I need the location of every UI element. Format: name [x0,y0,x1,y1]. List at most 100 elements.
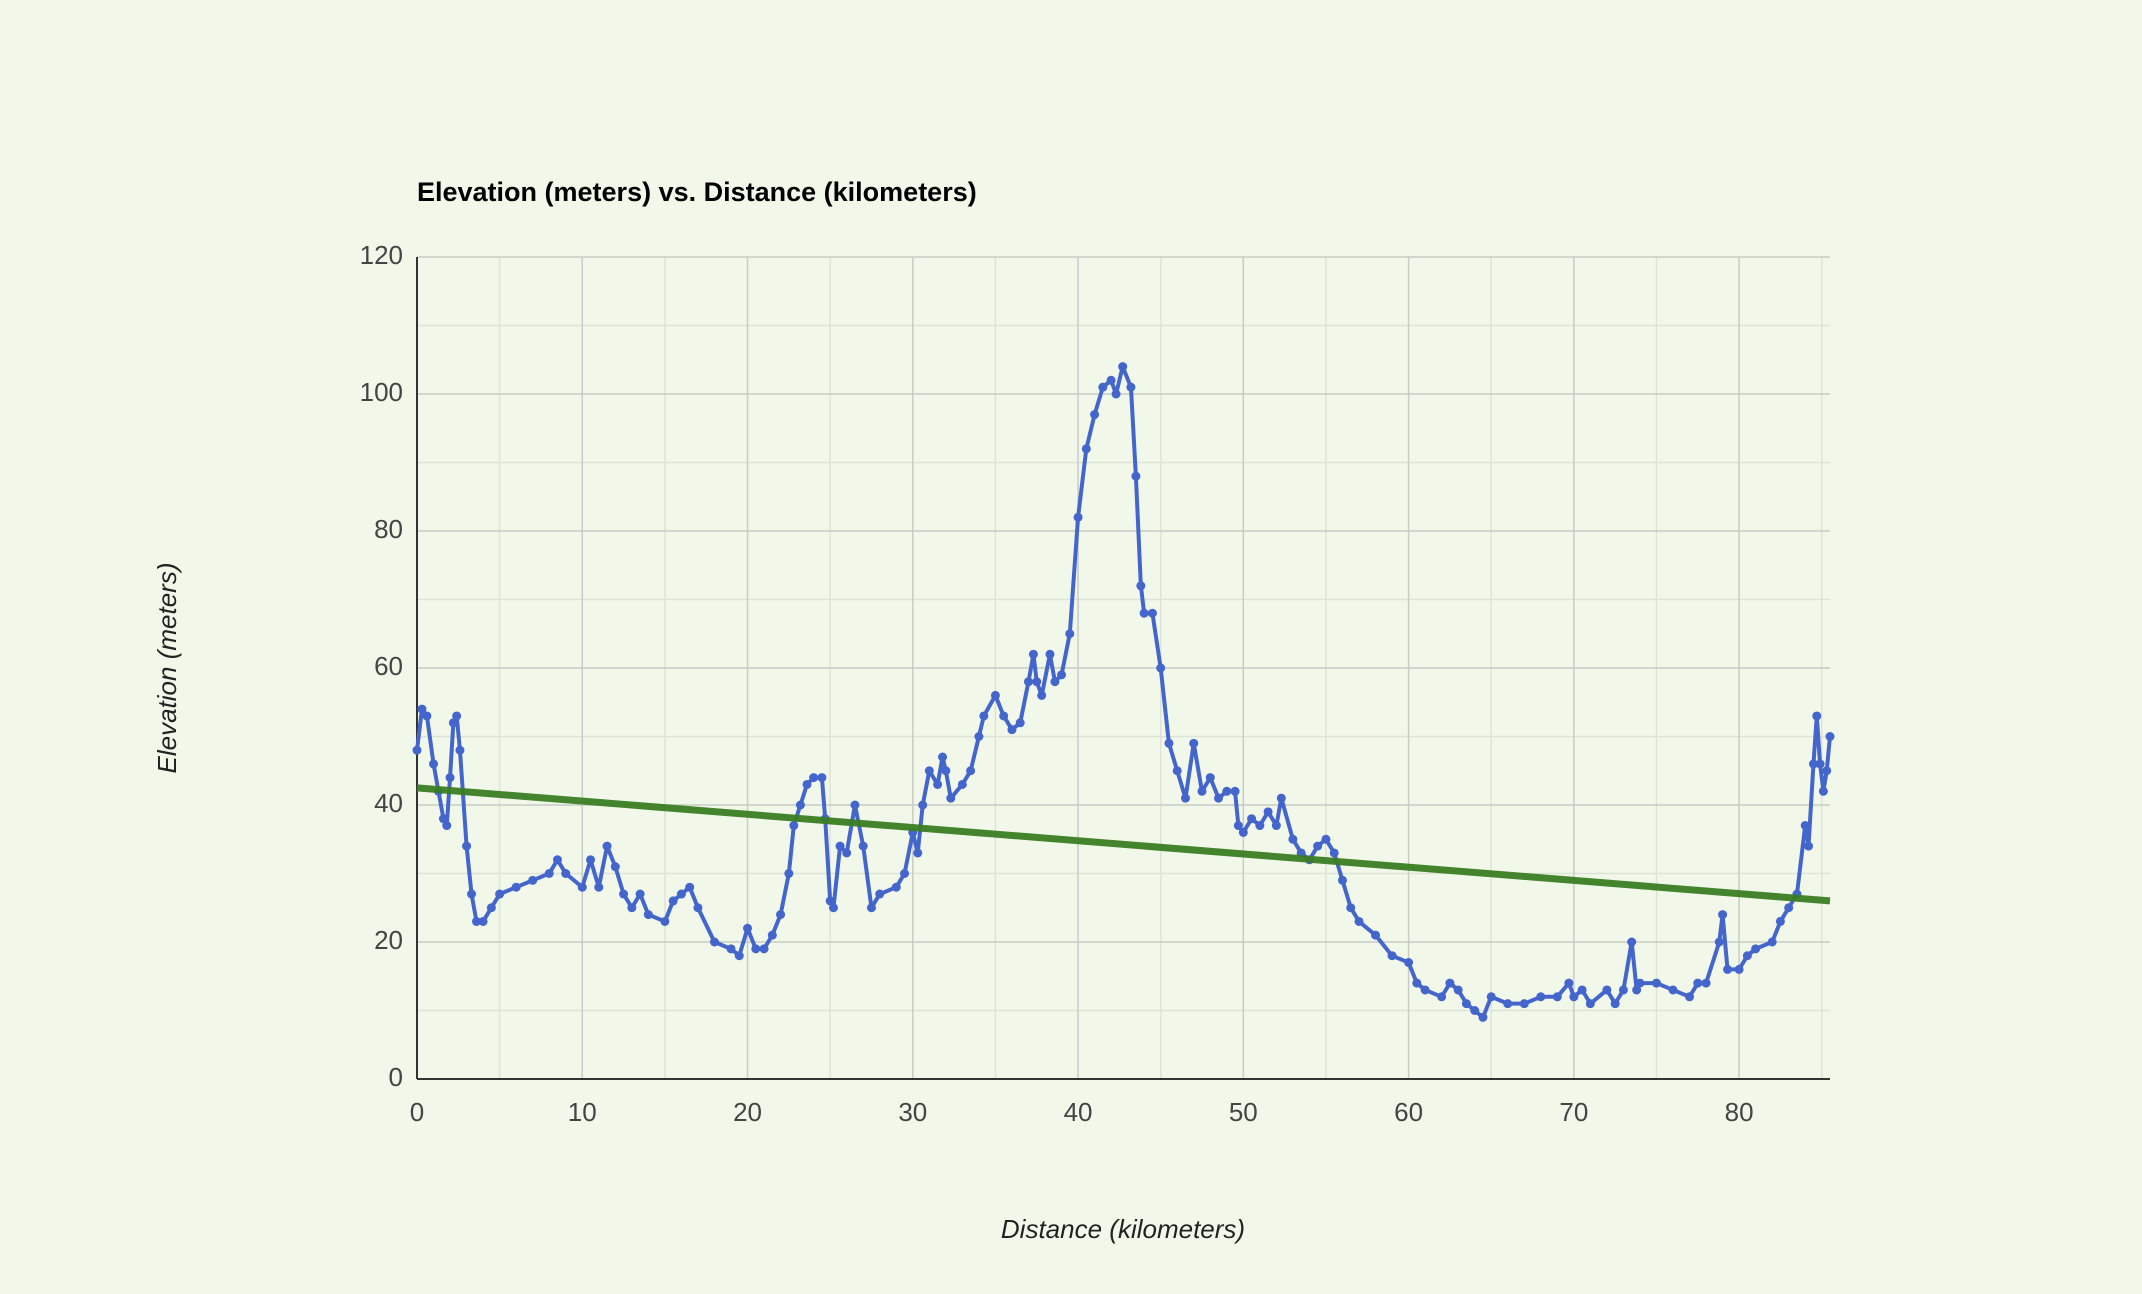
data-point [1288,834,1298,844]
data-point [467,889,477,899]
data-point [924,766,934,776]
data-point [1775,916,1785,926]
data-point [1804,841,1814,851]
data-point [552,855,562,865]
data-point [1197,786,1207,796]
data-point [825,896,835,906]
data-point [1453,985,1463,995]
data-point [941,766,951,776]
data-point [1045,649,1055,659]
data-point [452,711,462,721]
data-point [1800,821,1810,831]
data-point [1164,738,1174,748]
data-point [1536,992,1546,1002]
data-point [1445,978,1455,988]
data-point [1214,793,1224,803]
y-tick-label: 120 [360,240,403,270]
data-point [974,732,984,741]
data-point [643,910,653,920]
data-point [1569,992,1579,1002]
data-point [1118,362,1128,372]
data-point [1337,875,1347,885]
data-point [1098,382,1108,392]
data-point [668,896,678,906]
data-point [445,773,455,783]
x-tick-label: 40 [1064,1097,1093,1127]
series-line [415,364,1832,1020]
data-point [1635,978,1645,988]
data-point [660,916,670,926]
data-point [1136,581,1146,591]
data-point [1346,903,1356,913]
data-point [471,916,481,926]
data-point [1111,389,1121,399]
data-point [495,889,505,899]
data-point [1564,978,1574,988]
data-point [1685,992,1695,1002]
data-point [835,841,845,851]
data-point [635,889,645,899]
data-point [933,779,943,789]
x-tick-label: 50 [1229,1097,1258,1127]
data-point [1577,985,1587,995]
y-tick-label: 0 [389,1062,403,1092]
data-point [1461,999,1471,1009]
data-point [1784,903,1794,913]
data-point [1131,471,1141,481]
data-point [602,841,612,851]
data-point [1812,711,1822,721]
data-point [455,745,465,755]
data-point [842,848,852,858]
data-point [1329,848,1339,858]
data-point [619,889,629,899]
data-point [1734,964,1744,974]
data-point [817,773,827,783]
data-point [946,793,956,803]
data-point [1050,677,1060,687]
data-point [1156,663,1166,673]
data-point [1585,999,1595,1009]
x-tick-label: 60 [1394,1097,1423,1127]
data-point [586,855,596,865]
x-tick-label: 80 [1725,1097,1754,1127]
data-point [561,869,571,878]
data-point [1723,964,1733,974]
data-point [1057,670,1067,680]
data-point [1404,958,1414,968]
y-tick-label: 20 [374,925,403,955]
data-point [1818,786,1828,796]
data-point [412,745,422,755]
data-point [1767,937,1777,947]
data-point [1238,827,1248,837]
data-point [1321,834,1331,844]
data-point [858,841,868,851]
data-point [627,903,637,913]
data-point [1090,410,1100,420]
data-point [1032,677,1042,687]
y-tick-label: 60 [374,651,403,681]
data-point [1276,793,1286,803]
data-point [1126,382,1136,392]
data-point [1387,951,1397,961]
data-point [1437,992,1447,1002]
data-point [1503,999,1513,1009]
data-point [1189,738,1199,748]
data-point [1313,841,1323,851]
data-point [594,882,604,892]
data-point [913,848,923,858]
data-point [957,779,967,789]
data-point [866,903,876,913]
x-axis-label: Distance (kilometers) [1001,1214,1245,1244]
data-point [938,752,948,762]
data-point [1815,759,1825,769]
data-point [734,951,744,961]
data-point [1247,814,1257,824]
data-point [577,882,587,892]
data-point [1412,978,1422,988]
data-point [1037,690,1047,700]
data-point [417,704,427,714]
data-point [1825,732,1835,741]
data-point [795,800,805,810]
data-point [1065,629,1075,639]
data-point [809,773,819,783]
